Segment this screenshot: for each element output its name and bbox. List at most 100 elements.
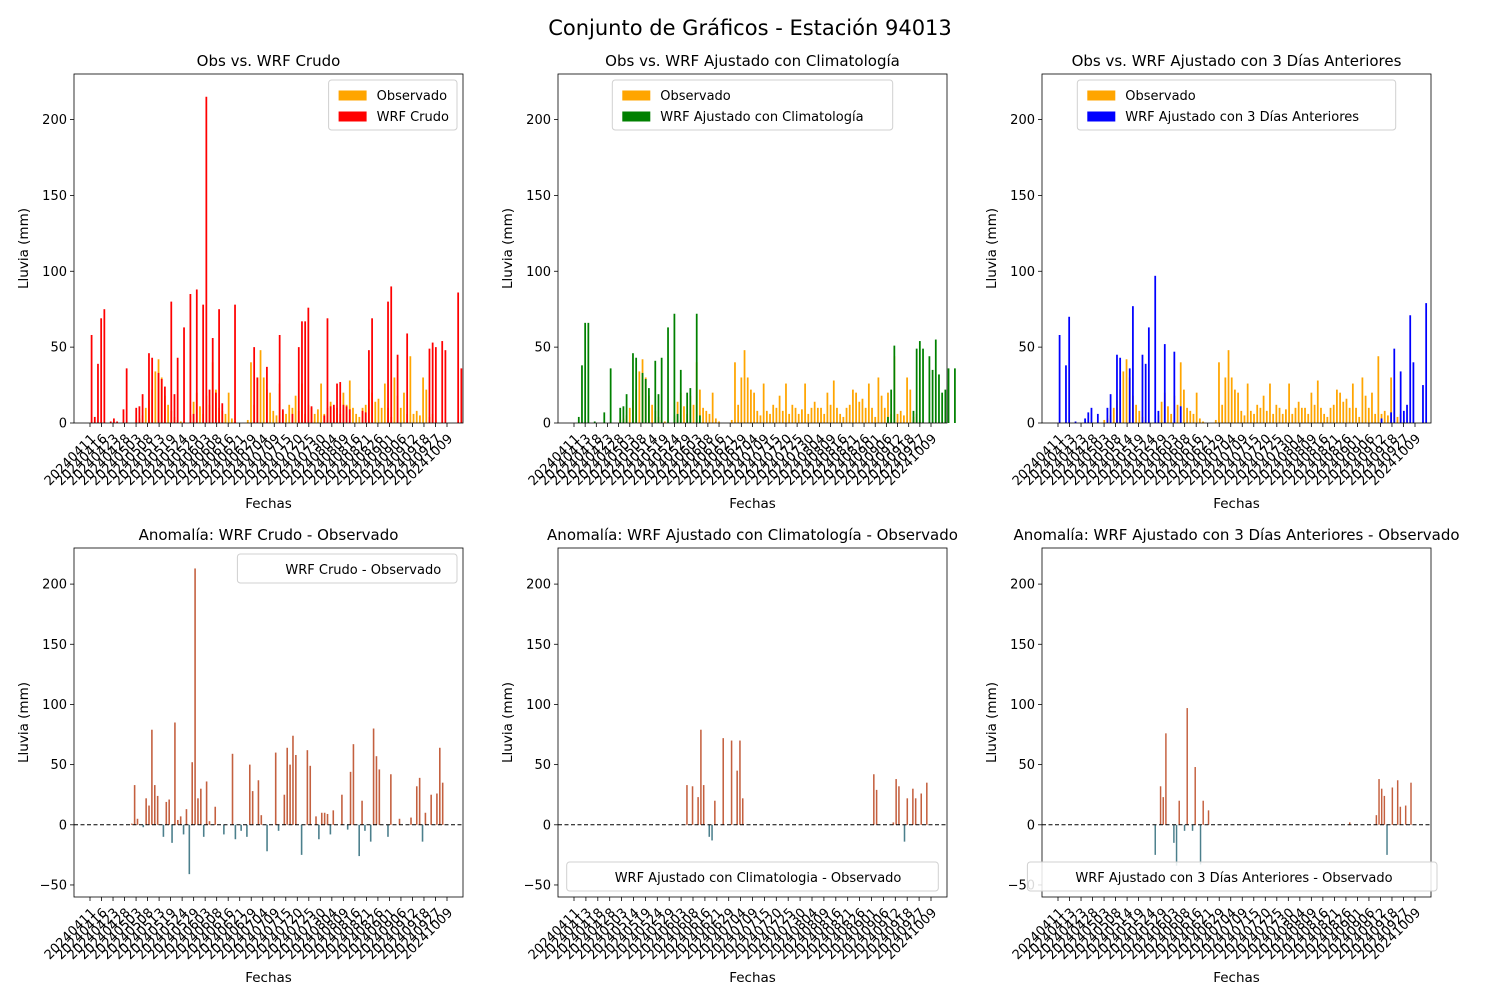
bar [1269, 383, 1271, 423]
bar [277, 824, 280, 831]
bar [246, 419, 249, 423]
bar [1300, 407, 1303, 423]
bar [762, 383, 765, 423]
bar [97, 363, 99, 423]
bar [746, 377, 749, 423]
bar [352, 744, 355, 825]
bar [871, 407, 873, 423]
bar [1374, 413, 1377, 423]
y-tick-label: 50 [534, 758, 551, 773]
legend-label: Observado [1125, 89, 1196, 104]
bar [248, 764, 251, 825]
legend: WRF Ajustado con Climatologia - Observad… [566, 861, 939, 892]
bar [205, 96, 208, 424]
bar [1195, 392, 1198, 423]
bar [1336, 389, 1338, 423]
y-axis-label: Lluvia (mm) [500, 208, 516, 289]
bar [741, 798, 744, 825]
figure-suptitle: Conjunto de Gráficos - Estación 94013 [548, 16, 952, 40]
bar [1170, 413, 1173, 423]
bar [113, 418, 115, 423]
bar [1214, 419, 1217, 423]
bar [412, 413, 415, 423]
legend-box [236, 553, 458, 584]
bar [1112, 407, 1115, 423]
bar [266, 366, 268, 423]
bar [692, 404, 695, 423]
bar [1380, 788, 1383, 825]
bar [1221, 404, 1224, 423]
bar [399, 407, 402, 423]
legend: Observado WRF Ajustado con Climatología [611, 79, 894, 131]
bar [1218, 362, 1220, 423]
bar [278, 334, 281, 423]
bar [227, 392, 230, 423]
bar [1332, 404, 1335, 423]
bar [628, 407, 631, 423]
bar [288, 404, 291, 423]
bar [941, 392, 944, 423]
bar [1243, 415, 1246, 423]
bar [339, 382, 342, 423]
bar [632, 353, 634, 423]
bar [223, 824, 225, 835]
bar [667, 327, 669, 423]
y-tick-label: 50 [50, 758, 67, 773]
bar [625, 394, 628, 423]
series-1 [130, 568, 444, 875]
bar [915, 348, 918, 423]
bar [457, 292, 460, 423]
bar [1084, 418, 1086, 423]
bar [1163, 344, 1166, 423]
y-tick-label: 50 [1018, 758, 1035, 773]
bar [342, 404, 345, 423]
bar [240, 824, 242, 831]
bar [1246, 383, 1249, 423]
bar [903, 415, 905, 423]
bar [708, 413, 711, 423]
series-2 [1058, 275, 1428, 423]
bar [348, 409, 351, 423]
bar [301, 321, 303, 423]
bar [1310, 392, 1313, 423]
series-1 [686, 729, 928, 842]
bar [1186, 708, 1188, 825]
bar [593, 421, 596, 423]
bar [306, 750, 309, 825]
legend-box [611, 79, 894, 131]
bar [702, 785, 705, 825]
bar [1391, 787, 1394, 825]
bar [157, 372, 160, 423]
bar [272, 410, 275, 423]
bar [1294, 407, 1297, 423]
bar [584, 322, 587, 423]
bar [722, 738, 724, 825]
bar [292, 735, 294, 825]
y-tick-label: 150 [42, 638, 67, 653]
bar [922, 348, 924, 423]
bar [875, 789, 878, 825]
bar [711, 392, 714, 423]
bar [1090, 407, 1093, 423]
bar [1183, 824, 1186, 831]
bar [285, 413, 287, 423]
bar [1240, 410, 1243, 423]
axes-frame [73, 73, 464, 424]
bar [1342, 401, 1345, 423]
bar [689, 388, 692, 423]
bar [883, 407, 886, 423]
chart-title: Obs vs. WRF Crudo [197, 52, 341, 70]
bar [361, 800, 363, 825]
bar [619, 407, 622, 423]
bar [714, 418, 717, 423]
y-tick-label: 100 [1010, 265, 1035, 280]
bar [577, 416, 580, 423]
series-1 [1154, 708, 1412, 866]
bar [202, 304, 205, 423]
bar [211, 338, 214, 423]
bar [304, 321, 307, 423]
chart-title: Obs vs. WRF Ajustado con Climatología [605, 52, 900, 70]
bar [769, 413, 771, 423]
